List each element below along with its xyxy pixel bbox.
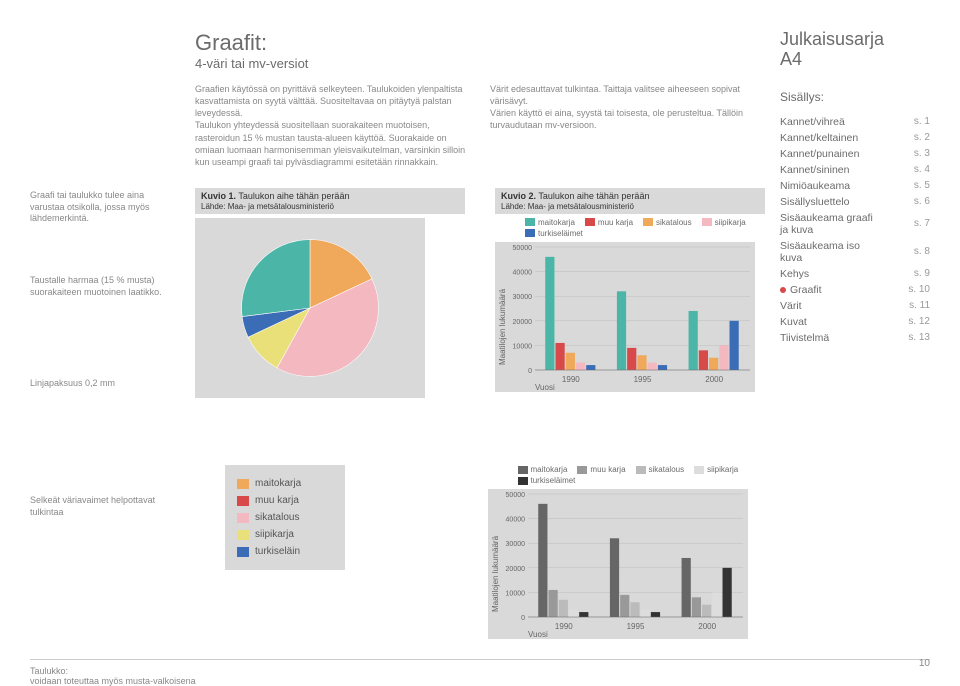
svg-text:2000: 2000 [698, 622, 716, 631]
note-title-source: Graafi tai taulukko tulee aina varustaa … [30, 190, 180, 225]
svg-text:0: 0 [528, 368, 532, 375]
svg-text:30000: 30000 [513, 294, 533, 301]
svg-text:1995: 1995 [634, 375, 652, 384]
svg-text:50000: 50000 [505, 492, 525, 499]
para-2: Taulukon yhteydessä suositellaan suoraka… [195, 120, 465, 166]
svg-text:1995: 1995 [626, 622, 644, 631]
main-content: Graafit: 4-väri tai mv-versiot Graafien … [195, 30, 765, 440]
toc-title: Sisällys: [780, 90, 930, 104]
kuvio-2-header: Kuvio 2. Taulukon aihe tähän perään Lähd… [495, 188, 765, 214]
left-annotations: Graafi tai taulukko tulee aina varustaa … [30, 30, 180, 440]
toc-row: Sisäaukeama graafi ja kuvas. 7 [780, 210, 930, 238]
toc-row: Kannet/punainens. 3 [780, 146, 930, 162]
svg-text:10000: 10000 [505, 591, 525, 598]
toc-row: Kannet/keltainens. 2 [780, 130, 930, 146]
bar-chart-color: maitokarjamuu karjasikataloussiipikarjat… [495, 218, 765, 392]
svg-text:30000: 30000 [505, 541, 525, 548]
svg-text:40000: 40000 [505, 517, 525, 524]
toc-row: Kuvats. 12 [780, 314, 930, 330]
page-number: 10 [919, 658, 930, 669]
svg-text:Maatilojen lukumäärä: Maatilojen lukumäärä [491, 536, 500, 613]
kuvio-1-prefix: Kuvio 1. [201, 191, 236, 201]
toc-row: Kannet/sininens. 4 [780, 162, 930, 178]
kuvio-2-source: Lähde: Maa- ja metsätalousministeriö [501, 202, 634, 211]
kuvio-1: Kuvio 1. Taulukon aihe tähän perään Lähd… [195, 188, 465, 398]
legend-box: maitokarjamuu karjasikataloussiipikarjat… [225, 465, 345, 570]
svg-text:Vuosi: Vuosi [528, 630, 548, 639]
legend-box-wrap: maitokarjamuu karjasikataloussiipikarjat… [195, 465, 473, 639]
para-1: Graafien käytössä on pyrittävä selkeytee… [195, 84, 463, 118]
toc-row: Sisällysluettelos. 6 [780, 194, 930, 210]
page-subtitle: 4-väri tai mv-versiot [195, 56, 765, 71]
svg-text:20000: 20000 [505, 566, 525, 573]
kuvio-2: Kuvio 2. Taulukon aihe tähän perään Lähd… [495, 188, 765, 398]
toc-row: Nimiöaukeamas. 5 [780, 178, 930, 194]
svg-text:10000: 10000 [513, 343, 533, 350]
kuvio-1-header: Kuvio 1. Taulukon aihe tähän perään Lähd… [195, 188, 465, 214]
toc-row: Sisäaukeama iso kuvas. 8 [780, 238, 930, 266]
svg-text:20000: 20000 [513, 319, 533, 326]
body-paragraphs: Graafien käytössä on pyrittävä selkeytee… [195, 83, 765, 168]
toc-row: Tiivistelmäs. 13 [780, 330, 930, 346]
toc-list: Kannet/vihreäs. 1Kannet/keltainens. 2Kan… [780, 114, 930, 346]
kuvio-1-source: Lähde: Maa- ja metsätalousministeriö [201, 202, 334, 211]
svg-text:1990: 1990 [554, 622, 572, 631]
para-3: Värit edesauttavat tulkintaa. Taittaja v… [490, 84, 740, 106]
pie-chart [195, 218, 425, 398]
svg-text:0: 0 [521, 615, 525, 622]
kuvio-1-title: Taulukon aihe tähän perään [238, 191, 349, 201]
svg-text:Maatilojen lukumäärä: Maatilojen lukumäärä [498, 288, 507, 365]
page-title: Graafit: [195, 30, 765, 56]
toc-row: Kannet/vihreäs. 1 [780, 114, 930, 130]
note-color-keys: Selkeät väriavaimet helpottavat tulkinta… [30, 465, 180, 639]
svg-text:40000: 40000 [513, 270, 533, 277]
kuvio-2-title: Taulukon aihe tähän perään [538, 191, 649, 201]
kuvio-2-prefix: Kuvio 2. [501, 191, 536, 201]
svg-text:50000: 50000 [513, 245, 533, 252]
note-linewidth: Linjapaksuus 0,2 mm [30, 378, 180, 390]
publication-series: Julkaisusarja A4 [780, 30, 930, 70]
toc-row: Kehyss. 9 [780, 266, 930, 282]
svg-text:Vuosi: Vuosi [535, 383, 555, 392]
svg-text:2000: 2000 [705, 375, 723, 384]
bar-chart-bw: maitokarjamuu karjasikataloussiipikarjat… [488, 465, 766, 639]
svg-text:1990: 1990 [562, 375, 580, 384]
para-4: Värien käyttö ei aina, syystä tai toises… [490, 108, 743, 130]
toc-row: Värits. 11 [780, 298, 930, 314]
toc-row: Graafits. 10 [780, 282, 930, 298]
note-background: Taustalle harmaa (15 % musta) suorakaite… [30, 275, 180, 298]
sidebar-toc: Julkaisusarja A4 Sisällys: Kannet/vihreä… [780, 30, 930, 440]
footer-note: Taulukko: voidaan toteuttaa myös musta-v… [30, 659, 930, 686]
